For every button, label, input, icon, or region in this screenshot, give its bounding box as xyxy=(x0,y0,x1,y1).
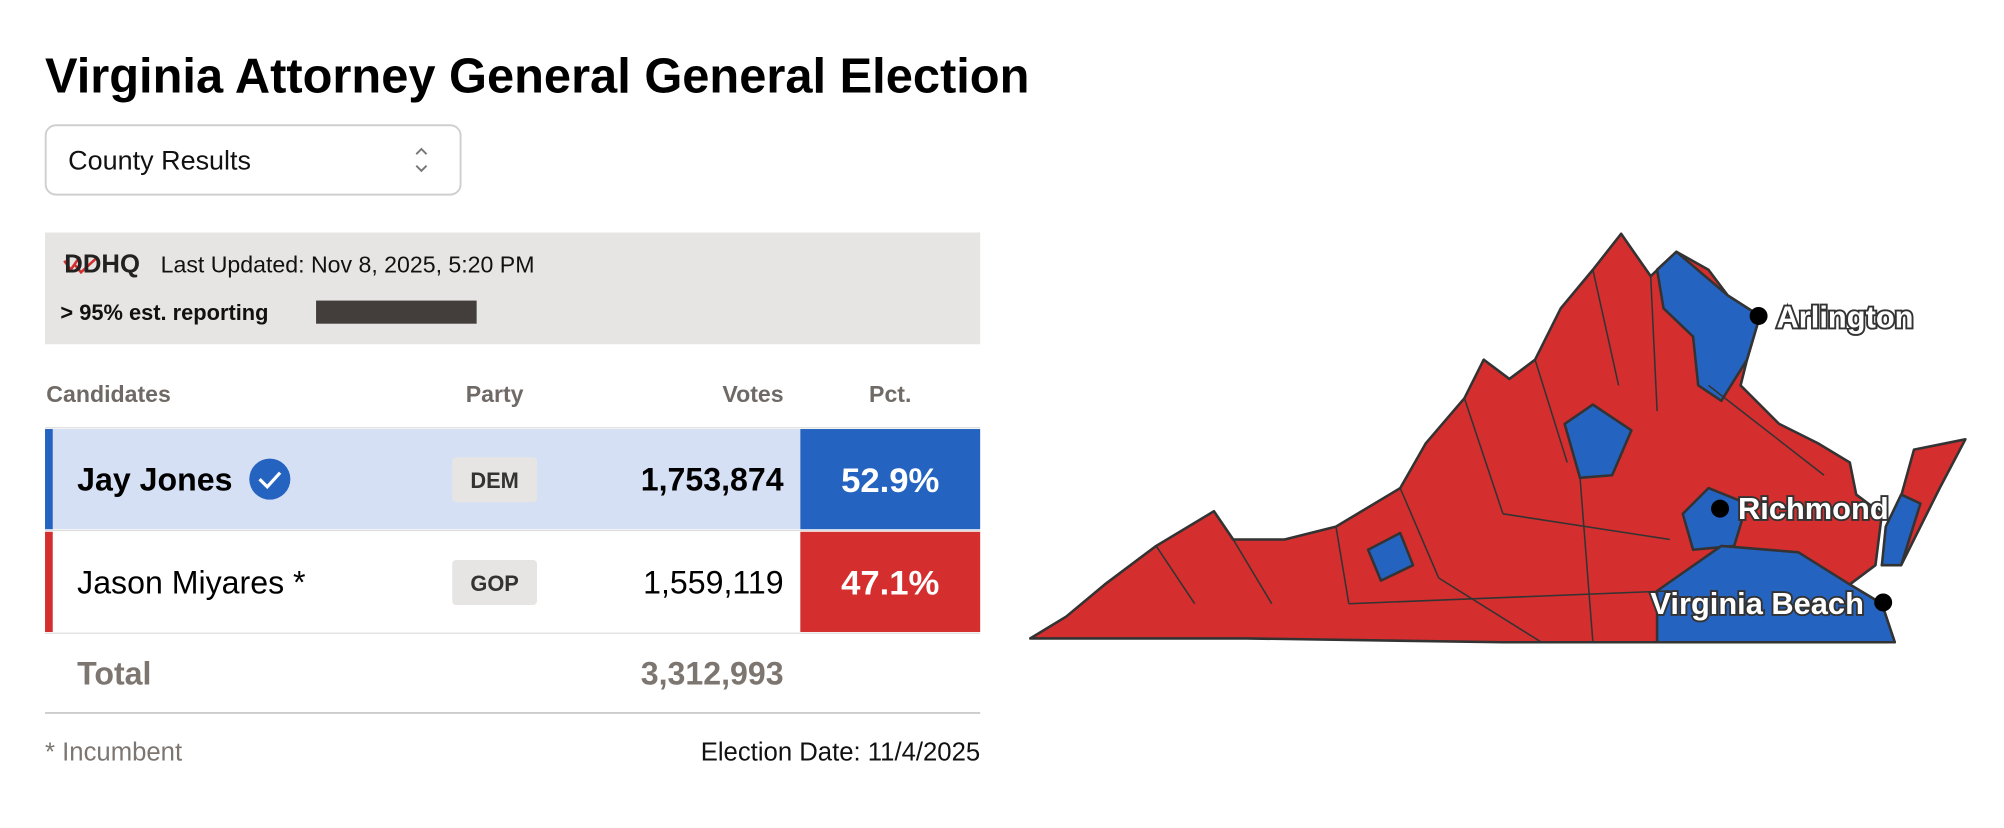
city-label: Richmond xyxy=(1738,491,1889,526)
election-date: Election Date: 11/4/2025 xyxy=(701,738,980,766)
selector-box[interactable] xyxy=(44,124,462,196)
status-panel xyxy=(45,232,981,345)
candidate-row: Jay Jones DEM 1,753,874 52.9% xyxy=(45,429,981,530)
party-stripe xyxy=(45,429,53,530)
row-background xyxy=(45,429,801,530)
city-label: Virginia Beach xyxy=(1650,586,1863,621)
party-badge xyxy=(452,560,538,606)
county xyxy=(1681,486,1749,552)
incumbent-note: * Incumbent xyxy=(45,738,182,766)
selector-label[interactable]: County Results xyxy=(68,146,251,176)
city-dot xyxy=(1711,499,1730,518)
selector-arrows[interactable] xyxy=(415,147,428,173)
last-updated: Last Updated: Nov 8, 2025, 5:20 PM xyxy=(161,251,535,277)
reporting-text: > 95% est. reporting xyxy=(60,300,268,325)
logo-mark xyxy=(63,255,99,275)
candidate-row: Jason Miyares * GOP 1,559,119 47.1% xyxy=(45,531,981,632)
city-label: Arlington xyxy=(1777,300,1914,335)
city-dot xyxy=(1874,593,1893,612)
column-header: Pct. xyxy=(869,381,911,407)
total-label: Total xyxy=(77,656,151,692)
column-header: Party xyxy=(466,381,524,407)
pct: 47.1% xyxy=(841,565,939,603)
county xyxy=(1655,250,1762,403)
county xyxy=(1366,531,1415,582)
pct-cell xyxy=(800,531,981,632)
party-stripe xyxy=(45,531,53,632)
party-badge xyxy=(452,457,538,503)
pct: 52.9% xyxy=(841,462,939,500)
column-header: Votes xyxy=(722,381,783,407)
county xyxy=(1655,544,1897,644)
candidate-name: Jason Miyares * xyxy=(77,564,305,600)
column-header: Candidates xyxy=(46,381,171,407)
pct-cell xyxy=(800,429,981,530)
city-dot xyxy=(1749,306,1768,325)
party: DEM xyxy=(470,468,519,493)
party: GOP xyxy=(470,571,519,596)
votes: 1,753,874 xyxy=(641,462,784,498)
candidate-name: Jay Jones xyxy=(77,462,232,498)
county-map xyxy=(1028,232,1967,644)
total-votes: 3,312,993 xyxy=(641,656,784,692)
reporting-bar xyxy=(316,300,477,324)
results-selector[interactable]: County Results xyxy=(44,124,462,196)
county-borders xyxy=(1155,269,1825,643)
county xyxy=(1563,403,1633,480)
winner-check-mark xyxy=(258,471,282,490)
winner-check xyxy=(249,458,291,500)
county xyxy=(1880,493,1922,567)
page-title: Virginia Attorney General General Electi… xyxy=(45,49,1029,103)
votes: 1,559,119 xyxy=(643,564,783,600)
logo: DDHQ xyxy=(64,250,140,278)
